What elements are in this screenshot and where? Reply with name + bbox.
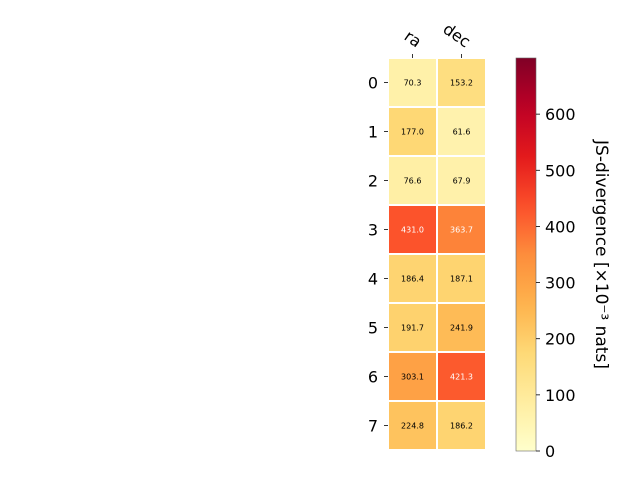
heatmap-cell-0-dec <box>438 59 485 106</box>
colorbar-tick-label: 500 <box>545 161 576 180</box>
row-tick-label: 0 <box>368 74 378 93</box>
colorbar-gradient <box>515 57 537 452</box>
cell-value-label: 177.0 <box>401 128 424 137</box>
colorbar-tick-label: 300 <box>545 274 576 293</box>
heatmap-cell-4-dec <box>438 255 485 302</box>
heatmap-cell-3-ra <box>389 206 436 253</box>
column-tick-label: ra <box>401 26 425 51</box>
cell-value-label: 187.1 <box>450 275 473 284</box>
heatmap-cell-5-ra <box>389 304 436 351</box>
cell-value-label: 70.3 <box>404 79 422 88</box>
heatmap-cell-3-dec <box>438 206 485 253</box>
cell-value-label: 76.6 <box>404 177 422 186</box>
colorbar-tick-label: 0 <box>545 442 555 461</box>
colorbar-tick-label: 600 <box>545 105 576 124</box>
row-tick-label: 2 <box>368 172 378 191</box>
cell-value-label: 186.4 <box>401 275 424 284</box>
heatmap-cell-6-ra <box>389 353 436 400</box>
row-tick-label: 4 <box>368 270 378 289</box>
row-tick-label: 5 <box>368 319 378 338</box>
colorbar-label: JS-divergence [×10⁻³ nats] <box>591 139 611 369</box>
heatmap-cell-0-ra <box>389 59 436 106</box>
heatmap-cell-5-dec <box>438 304 485 351</box>
cell-value-label: 363.7 <box>450 226 473 235</box>
heatmap-cell-1-dec <box>438 108 485 155</box>
colorbar-tick-label: 400 <box>545 217 576 236</box>
column-tick-label: dec <box>440 19 474 51</box>
colorbar-ticks: 0 100 200 300 400 500 600 <box>536 105 576 461</box>
heatmap-cell-7-ra <box>389 402 436 449</box>
cell-value-label: 67.9 <box>453 177 471 186</box>
cell-value-label: 303.1 <box>401 373 424 382</box>
row-tick-label: 7 <box>368 417 378 436</box>
cell-value-label: 61.6 <box>453 128 471 137</box>
cell-value-label: 186.2 <box>450 422 473 431</box>
heatmap-cells: 70.3 153.2 177.0 61.6 76.6 67.9 431.0 363.7 186.… <box>389 59 485 449</box>
colorbar-tick-label: 200 <box>545 330 576 349</box>
row-tick-label: 1 <box>368 123 378 142</box>
cell-value-label: 191.7 <box>401 324 424 333</box>
heatmap-cell-6-dec <box>438 353 485 400</box>
heatmap-cell-1-ra <box>389 108 436 155</box>
colorbar-tick-label: 100 <box>545 386 576 405</box>
heatmap-cell-2-dec <box>438 157 485 204</box>
cell-value-label: 421.3 <box>450 373 473 382</box>
colorbar: 0 100 200 300 400 500 600 JS-divergence [×10⁻³… <box>515 57 611 461</box>
heatmap-cell-4-ra <box>389 255 436 302</box>
row-tick-label: 6 <box>368 368 378 387</box>
cell-value-label: 224.8 <box>401 422 424 431</box>
row-tick-label: 3 <box>368 221 378 240</box>
heatmap-cell-7-dec <box>438 402 485 449</box>
heatmap-cell-2-ra <box>389 157 436 204</box>
cell-value-label: 431.0 <box>401 226 424 235</box>
cell-value-label: 153.2 <box>450 79 473 88</box>
cell-value-label: 241.9 <box>450 324 473 333</box>
